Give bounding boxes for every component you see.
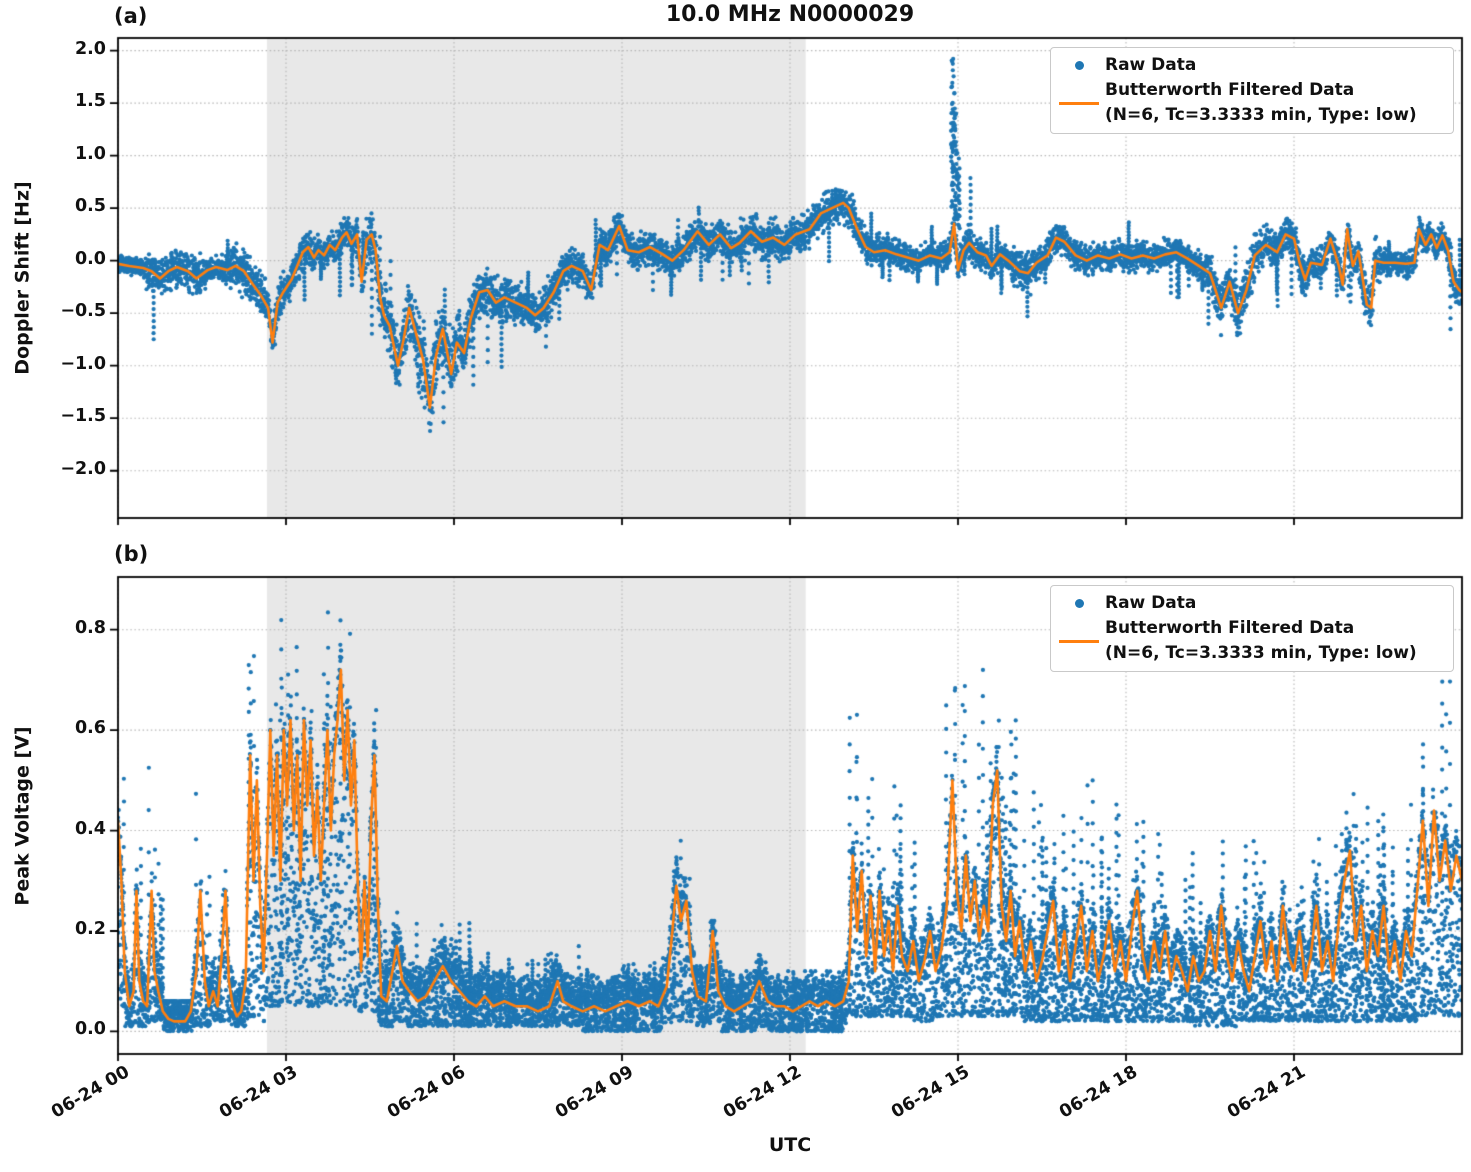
filtered-line-sample-icon	[1053, 101, 1105, 105]
legend-a: Raw Data Butterworth Filtered Data (N=6,…	[1050, 47, 1454, 134]
y-axis-title-a: Doppler Shift [Hz]	[0, 38, 46, 518]
figure-title: 10.0 MHz N0000029	[665, 2, 915, 27]
y-tick-label: −0.5	[60, 301, 106, 322]
legend-filtered-label: Butterworth Filtered Data (N=6, Tc=3.333…	[1105, 618, 1417, 663]
panel-a-label: (a)	[114, 4, 148, 28]
y-tick-label: 0.2	[74, 918, 106, 939]
y-tick-label: 0.5	[74, 196, 106, 217]
y-tick-label: 0.0	[74, 248, 106, 269]
y-tick-label: 0.4	[74, 818, 106, 839]
y-axis-title-b: Peak Voltage [V]	[0, 577, 46, 1054]
y-axis-title-a-text: Doppler Shift [Hz]	[12, 181, 34, 375]
legend-raw-label: Raw Data	[1105, 593, 1197, 613]
panel-b-label: (b)	[114, 542, 149, 566]
y-tick-label: 0.6	[74, 718, 106, 739]
legend-raw-label: Raw Data	[1105, 55, 1197, 75]
filtered-line-sample-icon	[1053, 639, 1105, 643]
raw-data-marker-icon	[1053, 61, 1105, 70]
legend-b-raw-row: Raw Data	[1053, 591, 1445, 616]
y-tick-label: 0.8	[74, 617, 106, 638]
legend-a-filtered-row: Butterworth Filtered Data (N=6, Tc=3.333…	[1053, 78, 1445, 128]
y-tick-label: 1.5	[74, 91, 106, 112]
y-tick-label: −1.0	[60, 353, 106, 374]
legend-b: Raw Data Butterworth Filtered Data (N=6,…	[1050, 585, 1454, 672]
y-tick-label: 0.0	[74, 1019, 106, 1040]
y-axis-title-b-text: Peak Voltage [V]	[12, 725, 35, 906]
y-tick-label: 1.0	[74, 143, 106, 164]
legend-b-filtered-row: Butterworth Filtered Data (N=6, Tc=3.333…	[1053, 616, 1445, 666]
x-axis-title: UTC	[768, 1134, 812, 1156]
y-tick-label: −2.0	[60, 458, 106, 479]
legend-a-raw-row: Raw Data	[1053, 53, 1445, 78]
y-tick-label: −1.5	[60, 406, 106, 427]
legend-filtered-label: Butterworth Filtered Data (N=6, Tc=3.333…	[1105, 80, 1417, 125]
y-tick-label: 2.0	[74, 38, 106, 59]
raw-data-marker-icon	[1053, 599, 1105, 608]
